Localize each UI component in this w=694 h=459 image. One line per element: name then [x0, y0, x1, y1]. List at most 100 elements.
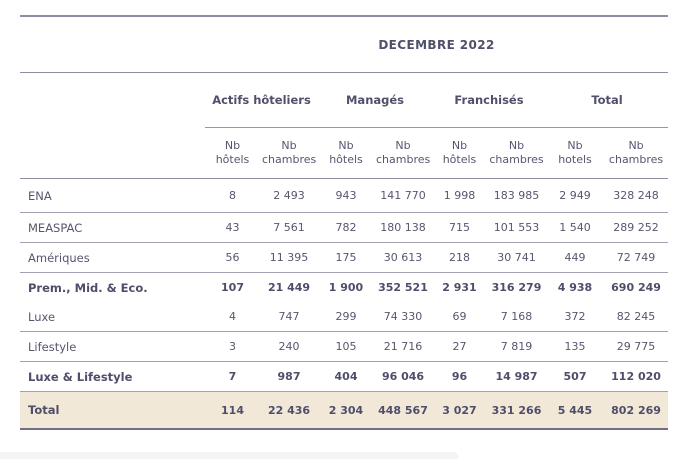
cell-value: 96 046 — [374, 361, 432, 392]
cell-value: 3 — [205, 331, 260, 362]
cell-value: 747 — [260, 302, 318, 332]
cell-value: 715 — [432, 212, 487, 243]
cell-value: 101 553 — [487, 212, 546, 243]
hotel-stats-table: DECEMBRE 2022 Actifs hôteliers Managés F… — [20, 15, 669, 430]
cell-value: 1 998 — [432, 178, 487, 213]
row-label: Luxe — [20, 302, 205, 332]
table-row: ENA 8 2 493 943 141 770 1 998 183 985 2 949 328 … — [20, 178, 669, 213]
cell-value: 1 540 — [546, 212, 604, 243]
row-label: Amériques — [20, 242, 205, 273]
cell-value: 107 — [221, 281, 244, 294]
cell-value: 135 — [546, 331, 604, 362]
table-row: Luxe 4 747 299 74 330 69 7 168 372 82 245 — [20, 302, 669, 332]
cell-value: 5 445 — [546, 391, 604, 430]
cell-value: 180 138 — [374, 212, 432, 243]
row-label: ENA — [20, 178, 205, 213]
cell-value: 8 — [205, 178, 260, 213]
subheader-nb-hotels: Nb hôtels — [432, 127, 487, 179]
cell-value: 328 248 — [604, 178, 669, 213]
cell-value: 448 567 — [374, 391, 432, 430]
cell-value: 404 — [318, 361, 374, 392]
cell-value: 74 330 — [374, 302, 432, 332]
row-label: MEASPAC — [20, 212, 205, 243]
cell-value: 141 770 — [374, 178, 432, 213]
cell-value: 352 521 — [378, 281, 428, 294]
column-group-franchises: Franchisés — [432, 72, 546, 128]
row-label: Luxe & Lifestyle — [20, 361, 205, 392]
bottom-window-edge — [0, 452, 458, 459]
cell-value: 331 266 — [487, 391, 546, 430]
cell-value: 2 304 — [318, 391, 374, 430]
cell-value: 72 749 — [604, 242, 669, 273]
cell-value: 105 — [318, 331, 374, 362]
cell-value: 943 — [318, 178, 374, 213]
cell-value: 96 — [432, 361, 487, 392]
cell-value: 11 395 — [260, 242, 318, 273]
cell-value: 987 — [260, 361, 318, 392]
row-label: Prem., Mid. & Eco. — [28, 280, 148, 295]
cell-value: 14 987 — [487, 361, 546, 392]
cell-value: 7 168 — [487, 302, 546, 332]
cell-value: 2 949 — [546, 178, 604, 213]
cell-value: 114 — [205, 391, 260, 430]
cell-value: 802 269 — [604, 391, 669, 430]
cell-value: 7 — [205, 361, 260, 392]
cell-value: 30 741 — [487, 242, 546, 273]
column-subheader-row: Nb hôtels Nb chambres Nb hôtels Nb chamb… — [20, 127, 669, 179]
cell-value: 782 — [318, 212, 374, 243]
cell-value: 218 — [432, 242, 487, 273]
subheader-nb-chambres: Nb chambres — [487, 127, 546, 179]
cell-value: 56 — [205, 242, 260, 273]
subheader-nb-chambres: Nb chambres — [604, 127, 669, 179]
subheader-nb-chambres: Nb chambres — [374, 127, 432, 179]
table-row: Luxe & Lifestyle 7 987 404 96 046 96 14 987 507… — [20, 361, 669, 392]
cell-value: 112 020 — [604, 361, 669, 392]
cell-value: 175 — [318, 242, 374, 273]
column-group-manages: Managés — [318, 72, 432, 128]
group-row-spacer — [20, 73, 205, 128]
cell-value: 21 449 — [267, 281, 311, 294]
cell-value: 7 561 — [260, 212, 318, 243]
subheader-nb-chambres: Nb chambres — [260, 127, 318, 179]
cell-value: 4 — [205, 302, 260, 332]
column-group-row: Actifs hôteliers Managés Franchisés Tota… — [20, 72, 669, 128]
cell-value: 240 — [260, 331, 318, 362]
cell-value: 2 493 — [260, 178, 318, 213]
cell-value: 449 — [546, 242, 604, 273]
cell-value: 4 938 — [557, 281, 593, 294]
column-group-total: Total — [546, 72, 669, 128]
cell-value: 1 900 — [328, 281, 364, 294]
subheader-nb-hotels: Nb hotels — [546, 127, 604, 179]
table-row: MEASPAC 43 7 561 782 180 138 715 101 553 1 540 2… — [20, 212, 669, 243]
table-row: Amériques 56 11 395 175 30 613 218 30 741 449 72… — [20, 242, 669, 273]
cell-value: 316 279 — [491, 281, 542, 294]
cell-value: 30 613 — [374, 242, 432, 273]
cell-value: 289 252 — [604, 212, 669, 243]
cell-value: 29 775 — [604, 331, 669, 362]
row-label: Lifestyle — [20, 331, 205, 362]
subheader-nb-hotels: Nb hôtels — [205, 127, 260, 179]
cell-value: 3 027 — [432, 391, 487, 430]
subheader-row-spacer — [20, 127, 205, 179]
cell-value: 69 — [432, 302, 487, 332]
table-row: Total 114 22 436 2 304 448 567 3 027 331 266 5 … — [20, 391, 669, 430]
cell-value: 27 — [432, 331, 487, 362]
table-row: Lifestyle 3 240 105 21 716 27 7 819 135 29 775 — [20, 331, 669, 362]
cell-value: 43 — [205, 212, 260, 243]
cell-value: 507 — [546, 361, 604, 392]
cell-value: 372 — [546, 302, 604, 332]
cell-value: 690 249 — [611, 281, 661, 294]
period-title: DECEMBRE 2022 — [205, 16, 669, 73]
cell-value: 299 — [318, 302, 374, 332]
cell-value: 82 245 — [604, 302, 669, 332]
table-row: Prem., Mid. & Eco. 107 21 449 1 900 352 521 2… — [20, 273, 668, 303]
title-row: DECEMBRE 2022 — [20, 16, 669, 73]
cell-value: 7 819 — [487, 331, 546, 362]
cell-value: 22 436 — [260, 391, 318, 430]
cell-value: 183 985 — [487, 178, 546, 213]
subheader-nb-hotels: Nb hôtels — [318, 127, 374, 179]
cell-value: 2 931 — [442, 281, 477, 294]
cell-value: 21 716 — [374, 331, 432, 362]
title-row-spacer — [20, 16, 205, 73]
